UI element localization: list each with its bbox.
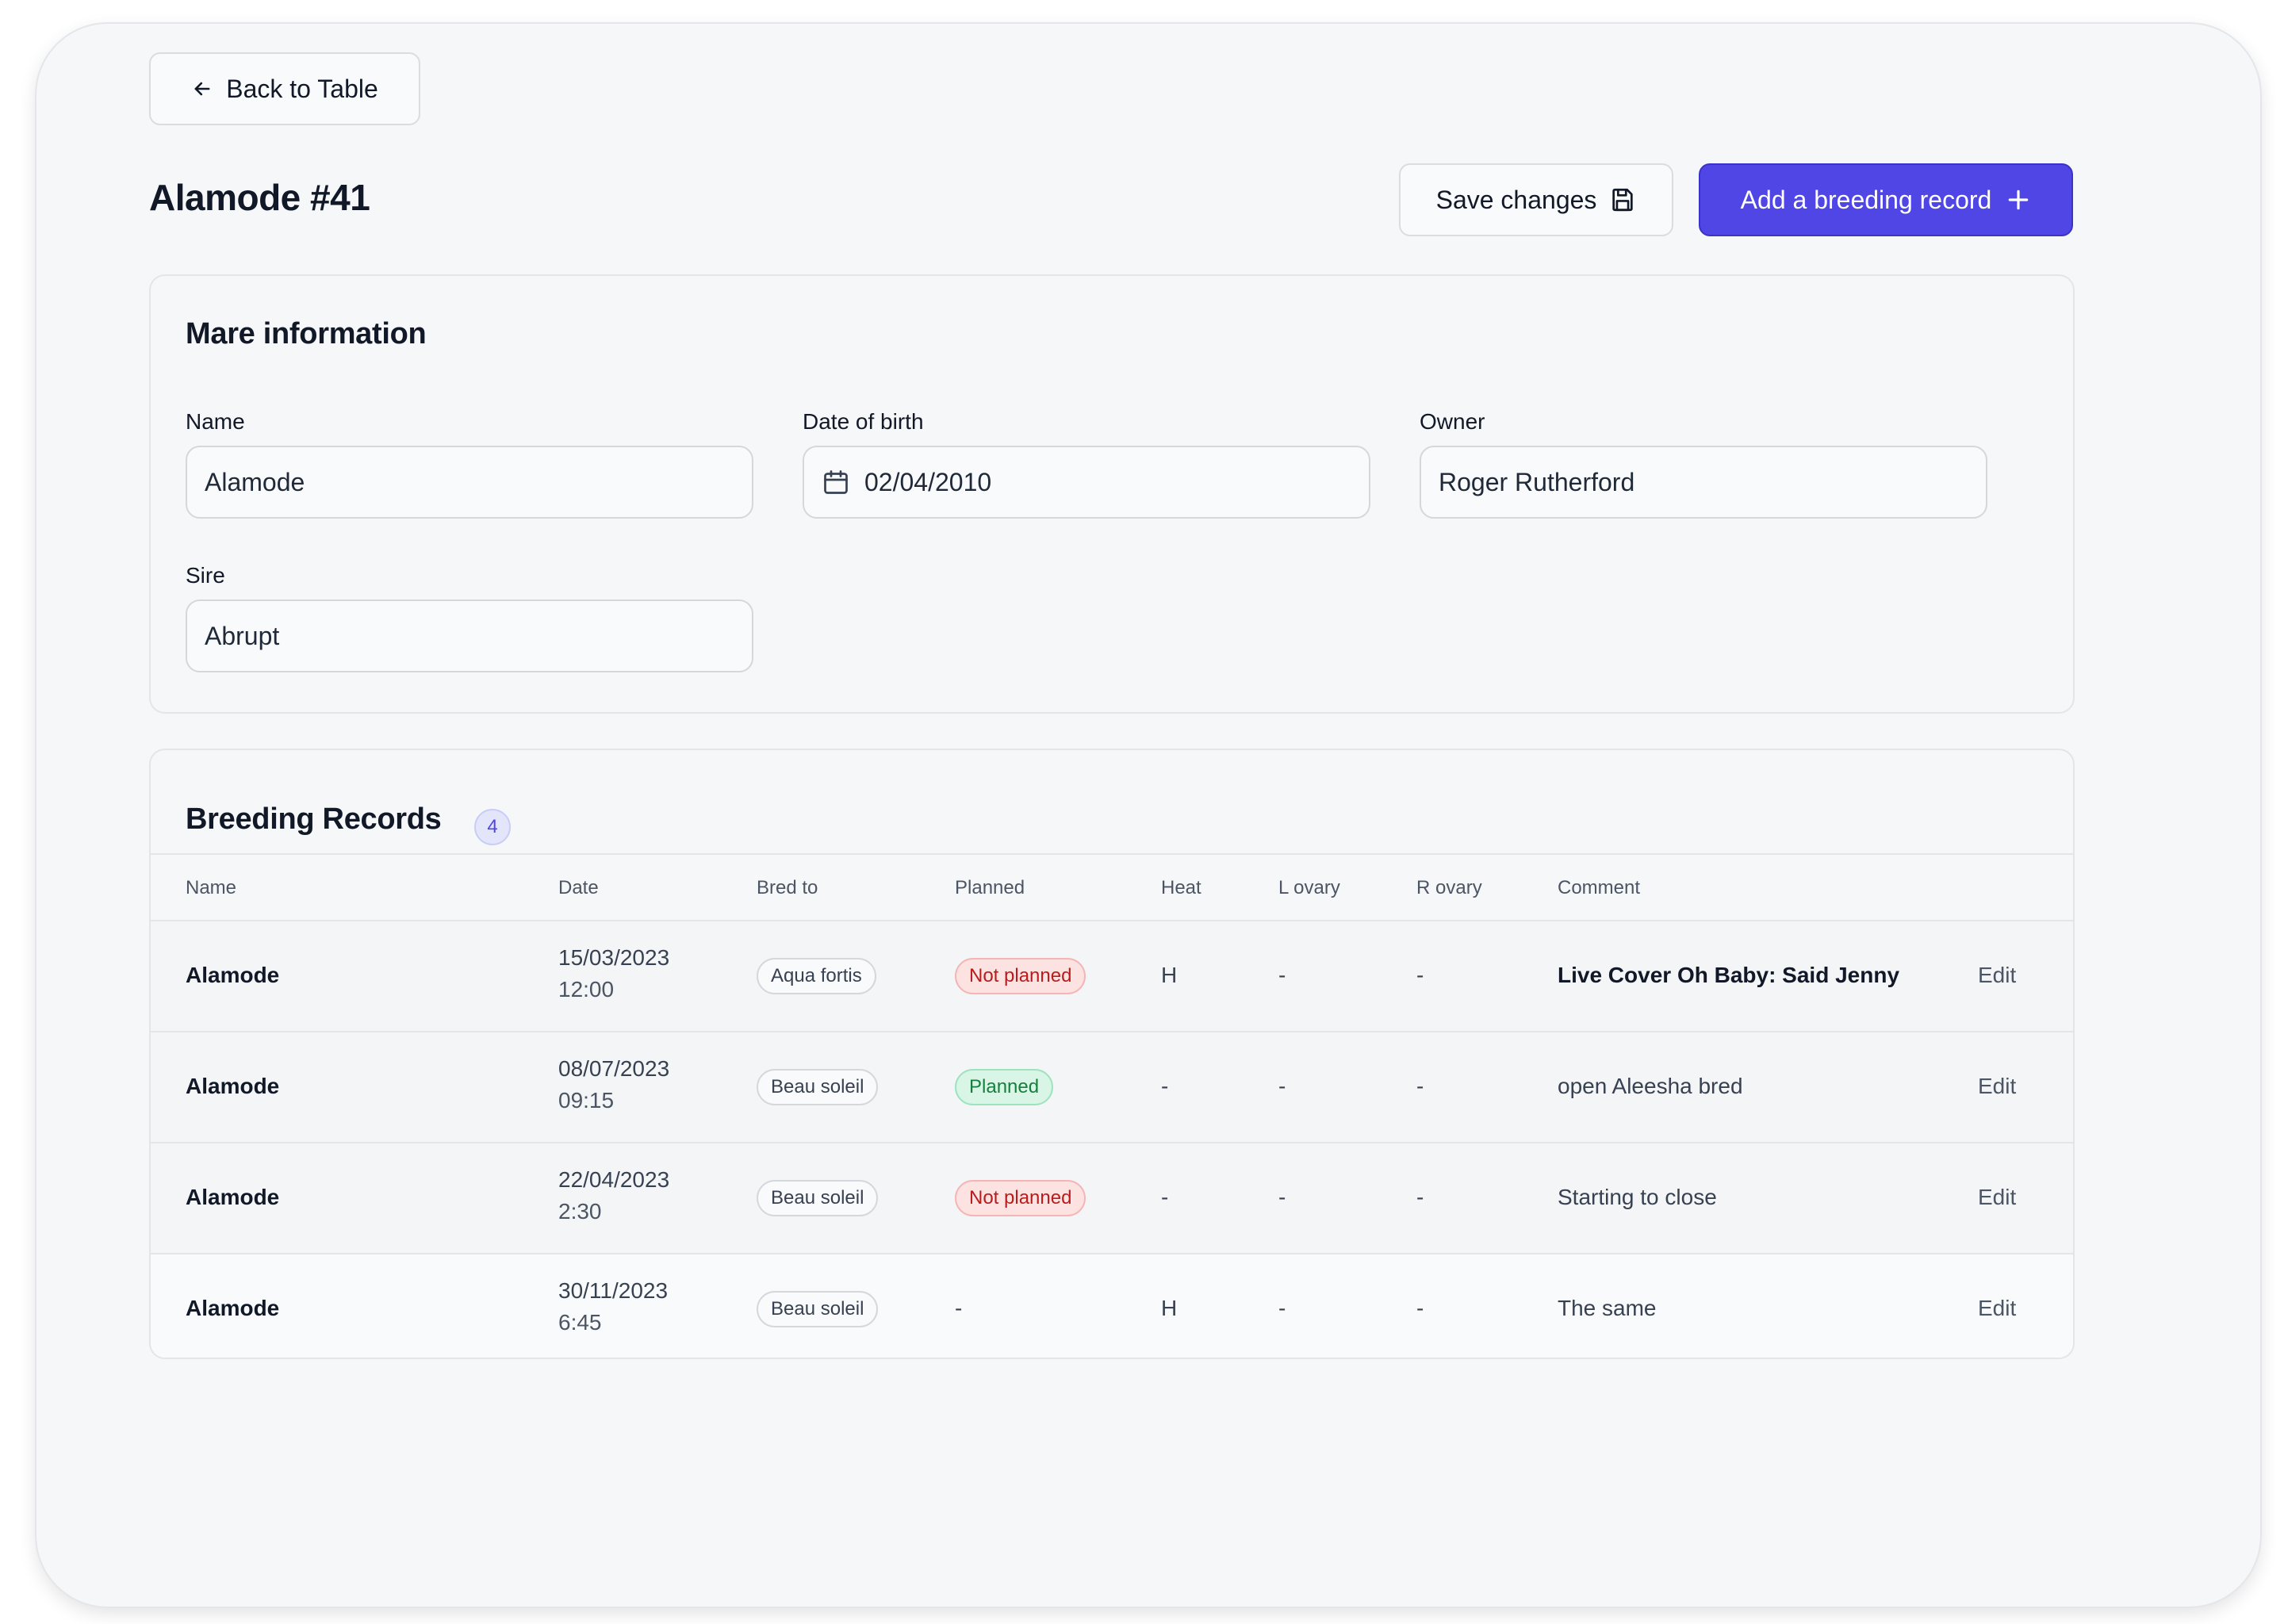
row-l-ovary: -: [1278, 1296, 1286, 1320]
row-r-ovary: -: [1416, 963, 1424, 987]
edit-link[interactable]: Edit: [1978, 1185, 2017, 1209]
owner-input-value: Roger Rutherford: [1439, 467, 1635, 496]
date-of-birth-input[interactable]: 02/04/2010: [803, 446, 1370, 519]
row-l-ovary: -: [1278, 963, 1286, 987]
edit-link[interactable]: Edit: [1978, 1074, 2017, 1098]
row-r-ovary: -: [1416, 1185, 1424, 1209]
column-header-date: Date: [558, 877, 599, 898]
row-comment: Starting to close: [1558, 1185, 1717, 1209]
plus-icon: [2009, 190, 2029, 210]
table-row[interactable]: Alamode 15/03/2023 12:00 Aqua fortis Not…: [151, 921, 2073, 1032]
sire-input[interactable]: Abrupt: [186, 599, 753, 672]
row-name: Alamode: [186, 1185, 280, 1209]
edit-link[interactable]: Edit: [1978, 963, 2017, 987]
row-l-ovary: -: [1278, 1185, 1286, 1209]
row-date: 08/07/2023: [558, 1056, 670, 1081]
add-breeding-record-button[interactable]: Add a breeding record: [1699, 163, 2073, 236]
table-row[interactable]: Alamode 22/04/2023 2:30 Beau soleil Not …: [151, 1143, 2073, 1254]
row-r-ovary: -: [1416, 1296, 1424, 1320]
row-comment: open Aleesha bred: [1558, 1074, 1743, 1098]
bred-to-badge: Aqua fortis: [757, 958, 876, 994]
column-header-l-ovary: L ovary: [1278, 877, 1340, 898]
mare-information-card: Mare information Name Alamode Date of bi…: [149, 274, 2075, 714]
page-title: Alamode #41: [149, 177, 370, 218]
calendar-icon: [824, 470, 848, 494]
column-header-r-ovary: R ovary: [1416, 877, 1482, 898]
bred-to-badge: Beau soleil: [757, 1069, 879, 1105]
row-heat: H: [1161, 963, 1178, 987]
row-date: 15/03/2023: [558, 945, 670, 970]
date-of-birth-label: Date of birth: [803, 409, 924, 434]
breeding-records-title: Breeding Records: [186, 802, 442, 836]
row-comment: Live Cover Oh Baby: Said Jenny: [1558, 963, 1900, 987]
arrow-left-icon: [194, 82, 210, 96]
mare-information-title: Mare information: [186, 317, 427, 350]
owner-input[interactable]: Roger Rutherford: [1420, 446, 1987, 519]
table-header: Name Date Bred to Planned Heat L ovary R…: [151, 853, 2073, 921]
row-l-ovary: -: [1278, 1074, 1286, 1098]
column-header-comment: Comment: [1558, 877, 1641, 898]
save-changes-label: Save changes: [1435, 185, 1597, 214]
row-time: 6:45: [558, 1310, 602, 1335]
row-r-ovary: -: [1416, 1074, 1424, 1098]
row-heat: -: [1161, 1074, 1169, 1098]
row-time: 12:00: [558, 977, 615, 1002]
row-time: 09:15: [558, 1088, 615, 1113]
edit-link[interactable]: Edit: [1978, 1296, 2017, 1320]
back-to-table-button[interactable]: Back to Table: [149, 52, 420, 125]
planned-status-badge: Not planned: [955, 958, 1086, 994]
row-name: Alamode: [186, 963, 280, 987]
bred-to-badge: Beau soleil: [757, 1180, 879, 1216]
row-name: Alamode: [186, 1074, 280, 1098]
breeding-records-card: Breeding Records 4 Name Date Bred to Pla…: [149, 749, 2075, 1359]
back-to-table-label: Back to Table: [226, 74, 378, 103]
row-date: 22/04/2023: [558, 1167, 670, 1192]
row-planned: -: [955, 1296, 963, 1320]
row-date: 30/11/2023: [558, 1278, 669, 1303]
column-header-planned: Planned: [955, 877, 1025, 898]
planned-status-badge: Not planned: [955, 1180, 1086, 1216]
date-of-birth-value: 02/04/2010: [864, 467, 992, 496]
table-row[interactable]: Alamode 08/07/2023 09:15 Beau soleil Pla…: [151, 1032, 2073, 1143]
name-input[interactable]: Alamode: [186, 446, 753, 519]
save-changes-button[interactable]: Save changes: [1399, 163, 1673, 236]
name-label: Name: [186, 409, 245, 434]
bred-to-badge: Beau soleil: [757, 1291, 879, 1327]
row-heat: -: [1161, 1185, 1169, 1209]
sire-input-value: Abrupt: [205, 621, 280, 650]
row-comment: The same: [1558, 1296, 1657, 1320]
add-breeding-record-label: Add a breeding record: [1740, 185, 1992, 214]
row-name: Alamode: [186, 1296, 280, 1320]
floppy-disk-icon: [1612, 188, 1634, 212]
column-header-heat: Heat: [1161, 877, 1201, 898]
table-row[interactable]: Alamode 30/11/2023 6:45 Beau soleil - H …: [151, 1254, 2073, 1358]
column-header-bred-to: Bred to: [757, 877, 818, 898]
row-heat: H: [1161, 1296, 1178, 1320]
owner-label: Owner: [1420, 409, 1485, 434]
name-input-value: Alamode: [205, 467, 305, 496]
records-count-badge: 4: [474, 809, 511, 845]
sire-label: Sire: [186, 563, 225, 588]
column-header-name: Name: [186, 877, 237, 898]
row-time: 2:30: [558, 1199, 602, 1224]
planned-status-badge: Planned: [955, 1069, 1054, 1105]
